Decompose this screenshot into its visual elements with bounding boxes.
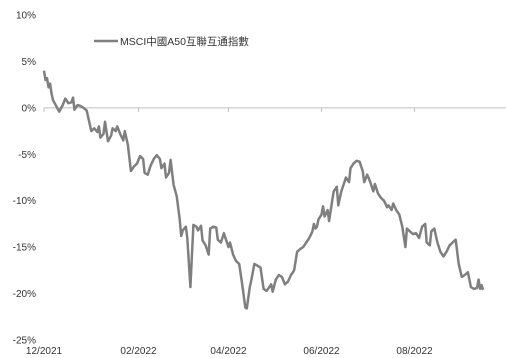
x-tick-label: 08/2022 xyxy=(396,346,433,357)
y-axis-tick-labels: 10% 5% 0% -5% -10% -15% -20% -25% xyxy=(13,11,36,347)
x-tick-label: 02/2022 xyxy=(120,346,157,357)
series-group xyxy=(42,70,485,310)
legend: MSCI中國A50互聯互通指數 xyxy=(94,35,249,48)
y-tick-label: 0% xyxy=(22,103,37,114)
y-tick-label: 10% xyxy=(16,11,36,22)
y-tick-label: -10% xyxy=(13,196,36,207)
y-tick-label: -25% xyxy=(13,336,36,347)
y-tick-label: -20% xyxy=(13,289,36,300)
y-tick-label: 5% xyxy=(22,57,37,68)
legend-entry-label: MSCI中國A50互聯互通指數 xyxy=(120,35,249,48)
x-tick-label: 12/2021 xyxy=(26,346,63,357)
x-tick-label: 06/2022 xyxy=(303,346,340,357)
x-axis-ticks xyxy=(43,107,415,112)
series-line xyxy=(42,70,485,310)
y-tick-label: -15% xyxy=(13,243,36,254)
y-tick-label: -5% xyxy=(18,150,36,161)
x-axis-tick-labels: 12/2021 02/2022 04/2022 06/2022 08/2022 xyxy=(26,346,433,357)
x-tick-label: 04/2022 xyxy=(210,346,247,357)
